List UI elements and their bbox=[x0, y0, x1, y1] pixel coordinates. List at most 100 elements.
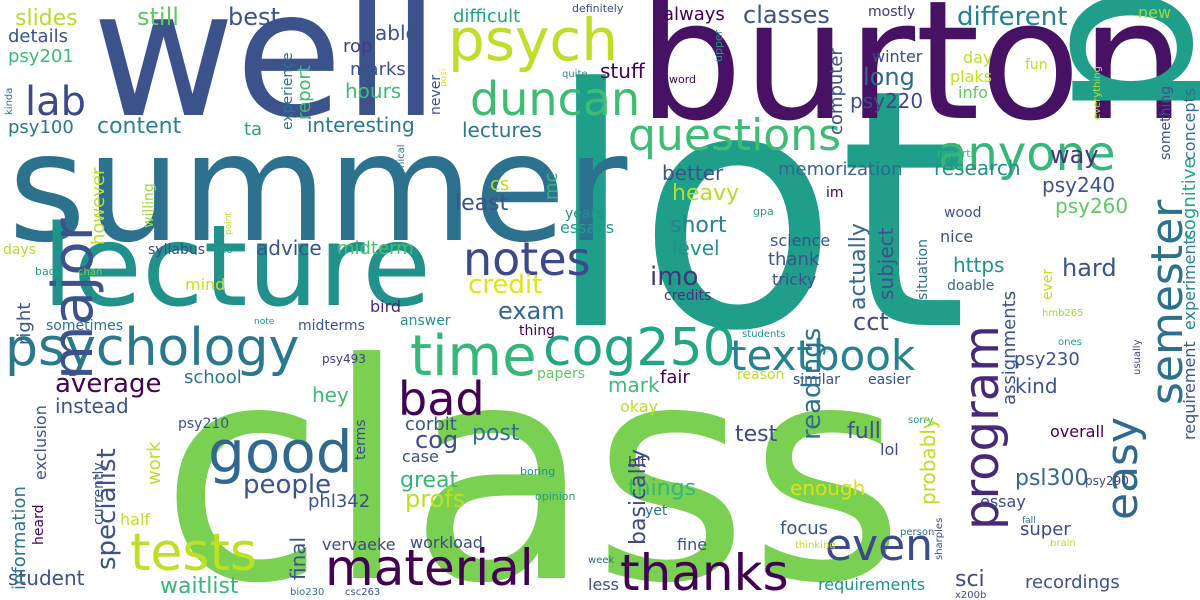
word: kind bbox=[1015, 374, 1058, 398]
word: rop bbox=[343, 36, 372, 57]
word: point bbox=[224, 212, 234, 235]
word: full bbox=[847, 419, 881, 444]
word: corbit bbox=[405, 414, 457, 435]
word: still bbox=[137, 3, 179, 31]
word: instead bbox=[55, 394, 129, 418]
word: willing bbox=[141, 183, 157, 228]
word: specialist bbox=[92, 448, 122, 570]
word: final bbox=[286, 537, 310, 580]
word: basically bbox=[626, 449, 651, 545]
word: great bbox=[400, 468, 459, 493]
word: ones bbox=[1058, 337, 1082, 348]
word: gpa bbox=[753, 205, 774, 218]
word: research bbox=[934, 156, 1021, 180]
word: short bbox=[670, 213, 727, 238]
word: psychology bbox=[5, 318, 299, 378]
word: ta bbox=[244, 119, 262, 140]
word: plaks bbox=[950, 67, 992, 86]
word: hmb265 bbox=[1042, 308, 1084, 319]
word: fun bbox=[1025, 57, 1048, 73]
word: ever bbox=[1040, 268, 1056, 300]
word: philosophical bbox=[396, 144, 407, 210]
word: wood bbox=[944, 205, 981, 221]
word: however bbox=[88, 167, 109, 245]
word: computer bbox=[826, 48, 847, 135]
word: psy493 bbox=[322, 352, 366, 366]
word: psy210 bbox=[178, 416, 229, 432]
word: better bbox=[662, 161, 724, 185]
word: stuff bbox=[600, 59, 646, 83]
word: summer bbox=[8, 102, 628, 276]
word: duncan bbox=[470, 72, 640, 126]
word: always bbox=[663, 4, 725, 25]
word: posi bbox=[439, 69, 449, 87]
word: cct bbox=[853, 308, 889, 336]
word: reports bbox=[937, 147, 977, 160]
word: bad bbox=[398, 372, 485, 426]
word: doable bbox=[947, 278, 994, 294]
word: waitlist bbox=[160, 574, 239, 599]
word: definitely bbox=[572, 2, 624, 15]
word: bio230 bbox=[290, 587, 324, 598]
word: cs bbox=[490, 174, 509, 195]
word: quite bbox=[562, 69, 588, 80]
word: hey bbox=[312, 383, 349, 407]
word: hours bbox=[345, 79, 401, 103]
word: people bbox=[243, 470, 331, 500]
word: easy bbox=[1097, 417, 1148, 520]
word: case bbox=[402, 447, 439, 466]
word: experience bbox=[280, 52, 296, 130]
word: mark bbox=[608, 373, 660, 397]
word: slides bbox=[15, 6, 78, 31]
word: recordings bbox=[1025, 572, 1120, 593]
word: heavy bbox=[672, 181, 739, 206]
word: bird bbox=[370, 297, 401, 316]
word: winter bbox=[872, 47, 923, 66]
word: interesting bbox=[307, 113, 415, 137]
word: long bbox=[863, 63, 915, 91]
word: essays bbox=[560, 218, 614, 237]
word: enough bbox=[790, 476, 865, 500]
word: boring bbox=[520, 465, 555, 478]
word: exam bbox=[498, 297, 565, 325]
word: psych bbox=[448, 6, 618, 74]
word: heard bbox=[31, 505, 47, 545]
word: vervaeke bbox=[322, 535, 396, 554]
word: test bbox=[735, 422, 778, 447]
word: okay bbox=[620, 397, 658, 416]
word: exclusion bbox=[31, 405, 50, 480]
word: textbook bbox=[730, 331, 916, 380]
word: tests bbox=[130, 523, 257, 583]
word: least bbox=[455, 191, 509, 216]
word: student bbox=[8, 566, 85, 590]
word: probably bbox=[916, 417, 940, 505]
word: reason bbox=[737, 367, 784, 383]
word: psl300 bbox=[1015, 466, 1089, 491]
word: lectures bbox=[462, 118, 542, 142]
word: week bbox=[588, 555, 614, 566]
word: sharples bbox=[934, 518, 945, 560]
word: good bbox=[208, 418, 353, 486]
word: years bbox=[565, 206, 604, 222]
word: marks bbox=[350, 59, 406, 80]
word: upper bbox=[712, 29, 725, 62]
word: psy290 bbox=[1085, 474, 1129, 488]
word: prof bbox=[990, 0, 1200, 120]
word: concepts bbox=[1180, 88, 1199, 160]
word: work bbox=[144, 441, 165, 485]
word: students bbox=[742, 329, 785, 340]
word: im bbox=[826, 185, 844, 201]
word: yet bbox=[645, 503, 668, 519]
word: profs bbox=[405, 485, 465, 513]
word: lot bbox=[545, 19, 968, 403]
word: currently bbox=[91, 462, 107, 525]
word: never bbox=[428, 75, 444, 115]
word: classes bbox=[743, 1, 830, 29]
word: cognitive bbox=[1179, 157, 1200, 240]
word: thanks bbox=[620, 544, 789, 600]
word: average bbox=[55, 369, 161, 399]
word: workload bbox=[410, 533, 483, 552]
word: well bbox=[92, 0, 440, 157]
